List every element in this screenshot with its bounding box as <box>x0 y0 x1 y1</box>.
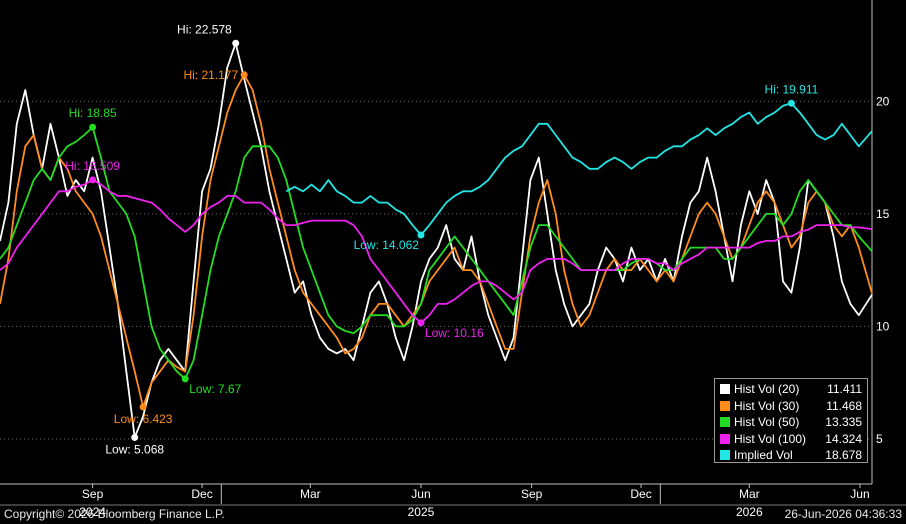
y-tick-label: 10 <box>876 319 890 333</box>
x-tick-label: Jun <box>411 487 430 501</box>
legend-item-hist-vol-30[interactable]: Hist Vol (30) 11.468 <box>720 398 862 415</box>
y-tick-label: 5 <box>876 432 883 446</box>
year-label: 2026 <box>736 505 763 519</box>
annotation-dot <box>417 231 425 239</box>
legend-item-hist-vol-20[interactable]: Hist Vol (20) 11.411 <box>720 381 862 398</box>
series-line-hist-vol-20 <box>0 42 873 439</box>
annotation-dot <box>139 403 147 411</box>
chart-legend: Hist Vol (20) 11.411 Hist Vol (30) 11.46… <box>714 378 868 463</box>
annotation-label: Low: 6.423 <box>114 412 173 426</box>
legend-value: 13.335 <box>825 415 862 430</box>
annotation-label: Hi: 19.911 <box>765 82 819 96</box>
annotation-label: Hi: 21.177 <box>183 68 238 82</box>
legend-item-implied-vol[interactable]: Implied Vol 18.678 <box>720 447 862 464</box>
annotation-label: Hi: 16.509 <box>65 159 120 173</box>
legend-label: Implied Vol <box>734 448 793 463</box>
annotation-dot <box>240 71 248 79</box>
annotation-dot <box>232 39 240 47</box>
legend-label: Hist Vol (50) <box>734 415 800 430</box>
annotation-label: Low: 7.67 <box>189 382 241 396</box>
x-tick-label: Mar <box>300 487 321 501</box>
legend-value: 11.468 <box>826 398 862 413</box>
legend-swatch <box>720 384 730 395</box>
series-line-hist-vol-30 <box>0 73 873 408</box>
year-label: 2024 <box>79 505 106 519</box>
series-line-hist-vol-100 <box>0 178 873 324</box>
legend-value: 11.411 <box>827 382 862 397</box>
annotation-dot <box>131 433 139 441</box>
legend-swatch <box>720 433 730 444</box>
annotation-label: Low: 10.16 <box>425 326 484 340</box>
legend-item-hist-vol-50[interactable]: Hist Vol (50) 13.335 <box>720 414 862 431</box>
x-tick-label: Sep <box>82 487 104 501</box>
series-line-implied-vol <box>285 102 873 236</box>
annotation-dot <box>417 319 425 327</box>
annotation-label: Hi: 22.578 <box>177 22 232 36</box>
chart-grid <box>0 100 872 440</box>
x-tick-label: Mar <box>739 487 760 501</box>
y-tick-label: 20 <box>876 94 890 108</box>
x-tick-label: Dec <box>630 487 651 501</box>
chart-series <box>0 42 873 439</box>
annotation-dot <box>89 176 97 184</box>
legend-swatch <box>720 400 730 411</box>
year-label: 2025 <box>408 505 435 519</box>
y-tick-label: 15 <box>876 207 890 221</box>
timestamp-text: 26-Jun-2026 04:36:33 <box>784 507 902 521</box>
annotation-dot <box>181 375 189 383</box>
legend-label: Hist Vol (30) <box>734 398 800 413</box>
annotation-label: Low: 14.062 <box>354 238 420 252</box>
annotation-label: Low: 5.068 <box>105 442 164 456</box>
legend-label: Hist Vol (20) <box>734 382 800 397</box>
annotation-dot <box>787 99 795 107</box>
x-tick-label: Sep <box>521 487 543 501</box>
series-line-hist-vol-50 <box>0 126 873 380</box>
legend-value: 18.678 <box>825 448 862 463</box>
x-tick-label: Jun <box>850 487 869 501</box>
legend-label: Hist Vol (100) <box>734 431 807 446</box>
legend-value: 14.324 <box>825 431 862 446</box>
legend-swatch <box>720 450 730 461</box>
x-tick-label: Dec <box>191 487 212 501</box>
legend-swatch <box>720 417 730 428</box>
annotation-dot <box>89 123 97 131</box>
legend-item-hist-vol-100[interactable]: Hist Vol (100) 14.324 <box>720 431 862 448</box>
annotation-label: Hi: 18.85 <box>69 106 117 120</box>
copyright-text: Copyright© 2026 Bloomberg Finance L.P. <box>4 507 225 521</box>
chart-annotations: Hi: 22.578 Low: 5.068 Hi: 21.177 Low: 6.423… <box>65 22 818 456</box>
